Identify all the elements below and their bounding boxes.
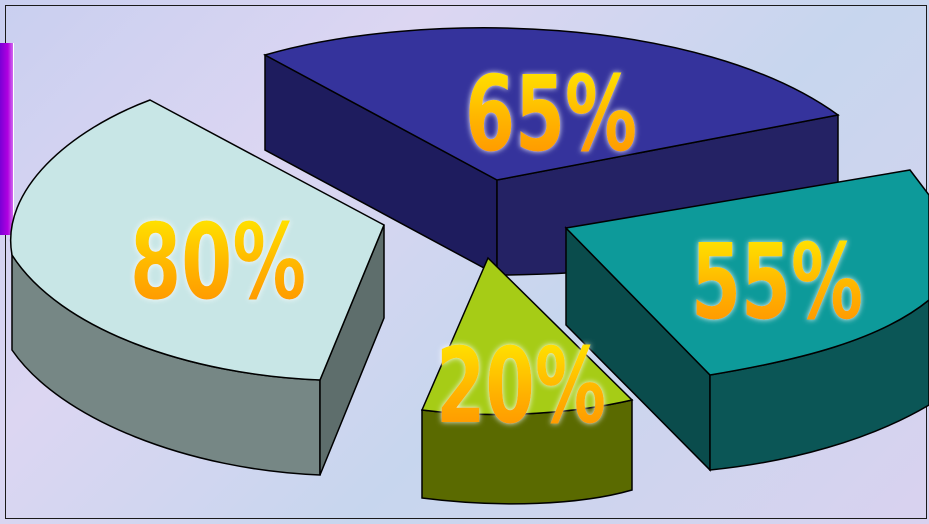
data-label-3: 80%: [130, 201, 306, 323]
pie-slice-0-top: [263, 27, 840, 181]
data-label-0: 65%: [465, 53, 637, 175]
data-label-2: 20%: [436, 325, 606, 447]
pie-slice-3: [9, 99, 385, 476]
data-label-1: 55%: [691, 221, 863, 343]
pie-slice-3-top: [9, 99, 385, 381]
pie-slice-1: [564, 169, 929, 472]
pie-slice-2-top: [420, 256, 634, 416]
side-accent-bar: [0, 43, 14, 235]
pie-slice-2: [420, 256, 634, 505]
